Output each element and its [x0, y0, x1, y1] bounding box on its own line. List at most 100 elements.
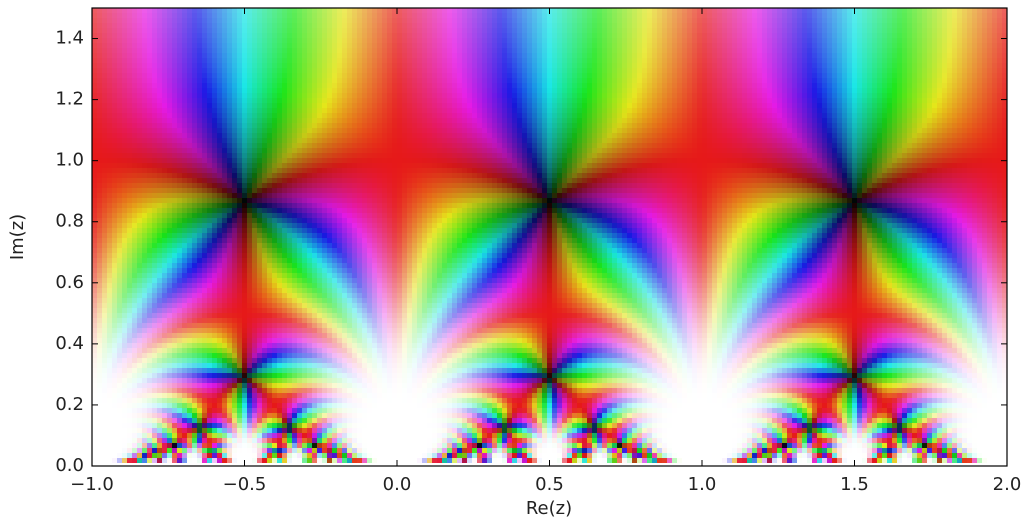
pixel: [127, 83, 133, 89]
pixel: [692, 138, 698, 144]
pixel: [407, 18, 413, 24]
pixel: [382, 38, 388, 44]
pixel: [932, 133, 938, 139]
pixel: [122, 73, 128, 79]
pixel: [362, 128, 368, 134]
pixel: [222, 53, 228, 59]
pixel: [842, 78, 848, 84]
pixel: [347, 13, 353, 19]
pixel: [572, 93, 578, 99]
pixel: [792, 58, 798, 64]
pixel: [372, 58, 378, 64]
pixel: [432, 83, 438, 89]
pixel: [937, 93, 943, 99]
pixel: [587, 98, 593, 104]
pixel: [607, 23, 613, 29]
pixel: [867, 28, 873, 34]
pixel: [167, 63, 173, 69]
pixel: [847, 13, 853, 19]
pixel: [697, 133, 703, 139]
pixel: [927, 128, 933, 134]
pixel: [97, 93, 103, 99]
pixel: [212, 88, 218, 94]
pixel: [167, 128, 173, 134]
pixel: [652, 23, 658, 29]
pixel: [762, 18, 768, 24]
pixel: [337, 73, 343, 79]
pixel: [707, 83, 713, 89]
pixel: [912, 108, 918, 114]
pixel: [612, 73, 618, 79]
pixel: [327, 118, 333, 124]
pixel: [417, 28, 423, 34]
pixel: [907, 138, 913, 144]
pixel: [567, 48, 573, 54]
pixel: [417, 53, 423, 59]
pixel: [117, 103, 123, 109]
pixel: [482, 83, 488, 89]
pixel: [492, 48, 498, 54]
pixel: [197, 63, 203, 69]
pixel: [552, 48, 558, 54]
pixel: [522, 88, 528, 94]
pixel: [832, 133, 838, 139]
pixel: [732, 23, 738, 29]
pixel: [577, 88, 583, 94]
pixel: [902, 113, 908, 119]
pixel: [792, 28, 798, 34]
pixel: [102, 73, 108, 79]
pixel: [412, 33, 418, 39]
pixel: [767, 118, 773, 124]
pixel: [342, 98, 348, 104]
pixel: [577, 108, 583, 114]
pixel: [992, 18, 998, 24]
pixel: [567, 138, 573, 144]
pixel: [102, 113, 108, 119]
pixel: [227, 8, 233, 14]
pixel: [1002, 33, 1008, 39]
pixel: [182, 128, 188, 134]
pixel: [562, 123, 568, 129]
pixel: [552, 53, 558, 59]
pixel: [427, 93, 433, 99]
pixel: [847, 18, 853, 24]
pixel: [442, 18, 448, 24]
pixel: [222, 48, 228, 54]
pixel: [367, 88, 373, 94]
pixel: [577, 123, 583, 129]
pixel: [697, 88, 703, 94]
pixel: [302, 73, 308, 79]
pixel: [727, 33, 733, 39]
pixel: [162, 23, 168, 29]
pixel: [712, 53, 718, 59]
pixel: [682, 98, 688, 104]
pixel: [212, 38, 218, 44]
pixel: [722, 103, 728, 109]
pixel: [422, 48, 428, 54]
pixel: [887, 68, 893, 74]
pixel: [277, 78, 283, 84]
pixel: [172, 23, 178, 29]
pixel: [732, 28, 738, 34]
pixel: [442, 63, 448, 69]
pixel: [772, 128, 778, 134]
pixel: [797, 33, 803, 39]
pixel: [142, 8, 148, 14]
pixel: [537, 133, 543, 139]
pixel: [352, 63, 358, 69]
pixel: [987, 43, 993, 49]
pixel: [537, 33, 543, 39]
pixel: [187, 58, 193, 64]
pixel: [942, 78, 948, 84]
pixel: [142, 88, 148, 94]
pixel: [557, 128, 563, 134]
pixel: [157, 18, 163, 24]
pixel: [952, 103, 958, 109]
pixel: [752, 98, 758, 104]
pixel: [797, 118, 803, 124]
pixel: [202, 103, 208, 109]
pixel: [547, 98, 553, 104]
pixel: [687, 103, 693, 109]
pixel: [942, 13, 948, 19]
pixel: [662, 33, 668, 39]
